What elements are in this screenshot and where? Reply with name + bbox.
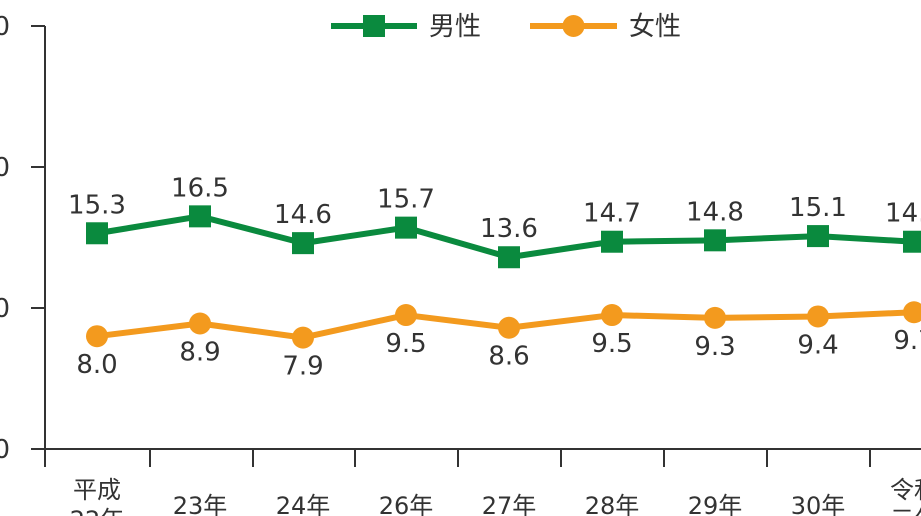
data-point: [498, 316, 520, 339]
data-point: [498, 246, 520, 269]
x-category-label-line: 28年: [585, 492, 640, 516]
x-category-label: 26年: [379, 492, 434, 516]
legend-item: 男性: [331, 12, 481, 42]
data-point: [601, 304, 623, 327]
data-label: 7.9: [282, 352, 323, 382]
x-category-label: 平成 22年: [70, 476, 125, 516]
x-category-label-line: 30年: [791, 492, 846, 516]
data-point: [903, 301, 921, 324]
x-category-label: 24年: [276, 492, 331, 516]
x-category-label-line: 23年: [173, 492, 228, 516]
legend-label: 女性: [629, 12, 681, 42]
legend-label: 男性: [429, 12, 481, 42]
y-tick-labels: 0 0 0 0: [0, 12, 10, 465]
data-point: [292, 232, 314, 255]
data-label: 14.8: [686, 197, 744, 227]
data-point: [86, 222, 108, 245]
legend-item: 女性: [530, 12, 681, 42]
legend-marker: [562, 15, 585, 37]
data-label: 14.6: [274, 200, 332, 230]
data-label: 13.6: [480, 214, 538, 244]
x-category-label-line: 令和: [890, 476, 921, 504]
data-point: [704, 229, 726, 252]
series-group: 15.316.514.615.713.614.714.815.114.78.08…: [68, 173, 921, 382]
data-label: 8.6: [488, 342, 529, 372]
axes: [31, 25, 921, 467]
x-category-label-line: 29年: [688, 492, 743, 516]
data-label: 15.7: [377, 185, 435, 215]
y-tick-label: 0: [0, 12, 10, 42]
data-point: [189, 205, 211, 228]
series-0: 15.3 16.5 14.6 15.7 13.6 14.7 14.8 15.1 14.7: [68, 173, 921, 269]
data-label: 8.0: [76, 350, 117, 380]
data-point: [807, 225, 829, 248]
x-category-label: 23年: [173, 492, 228, 516]
data-label: 14.7: [885, 199, 921, 229]
legend-marker: [363, 15, 385, 37]
x-category-label-line: 平成: [73, 476, 121, 504]
data-point: [292, 326, 314, 349]
data-label: 9.3: [694, 332, 735, 362]
data-point: [395, 304, 417, 327]
x-category-label: 29年: [688, 492, 743, 516]
x-category-labels: 平成 22年 23年 24年 26年 27年 28年 29年 30年 令和元年: [70, 476, 921, 516]
data-label: 14.7: [583, 199, 641, 229]
x-category-label-line: 24年: [276, 492, 331, 516]
data-label: 9.4: [797, 330, 838, 360]
data-label: 9.5: [591, 329, 632, 359]
y-tick-label: 0: [0, 153, 10, 183]
data-point: [86, 325, 108, 348]
data-point: [395, 216, 417, 239]
x-category-label-line: 27年: [482, 492, 537, 516]
data-label: 9.7: [893, 326, 921, 356]
data-point: [601, 230, 623, 253]
data-label: 15.1: [789, 193, 847, 223]
x-category-label-line: 元年: [890, 506, 921, 516]
x-category-label: 27年: [482, 492, 537, 516]
data-label: 9.5: [385, 329, 426, 359]
data-label: 16.5: [171, 173, 229, 203]
x-category-label-line: 22年: [70, 506, 125, 516]
data-point: [704, 306, 726, 329]
series-1: 8.0 8.9 7.9 9.5 8.6 9.5 9.3 9.4 9.7: [76, 301, 921, 382]
data-label: 15.3: [68, 190, 126, 220]
y-tick-label: 0: [0, 294, 10, 324]
data-point: [189, 312, 211, 335]
x-category-label: 28年: [585, 492, 640, 516]
data-point: [903, 230, 921, 253]
x-category-label: 令和元年: [890, 476, 921, 516]
y-tick-label: 0: [0, 435, 10, 465]
x-category-label: 30年: [791, 492, 846, 516]
data-label: 8.9: [179, 338, 220, 368]
data-point: [807, 305, 829, 328]
legend: 男性 女性: [331, 12, 681, 42]
x-category-label-line: 26年: [379, 492, 434, 516]
